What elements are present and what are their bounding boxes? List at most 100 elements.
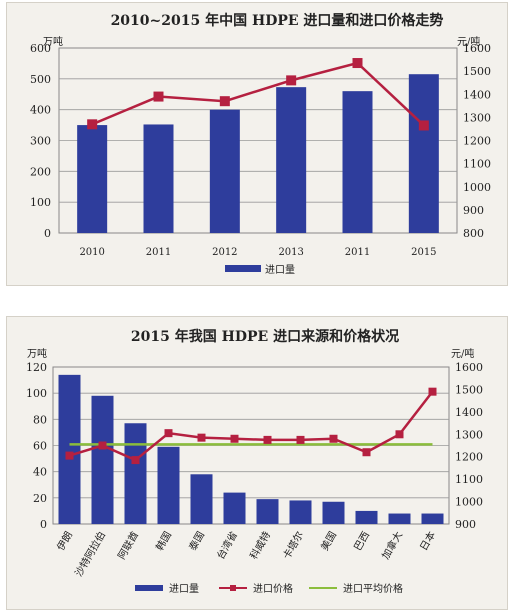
line-import-price [91,61,425,127]
y-right-tick-label: 1000 [455,496,483,509]
point-import-price [395,430,404,439]
x-tick-label: 沙特阿拉伯 [72,529,108,579]
bar-import-volume [289,500,312,524]
legend-swatch-import-volume [225,265,261,272]
bar-import-volume [322,501,345,524]
y-right-tick-label: 1400 [455,406,483,419]
bar-import-volume [276,87,307,234]
y-right-tick-label: 1500 [455,383,483,396]
y-right-tick-label: 1300 [455,428,483,441]
bar-import-volume [157,446,180,524]
y-right-tick-label: 1100 [463,158,491,171]
chart-panel-import-trend: 2010~2015 年中国 HDPE 进口量和进口价格走势 万吨 元/吨 0 10… [6,2,508,286]
y-right-tick-label: 1200 [455,451,483,464]
legend-label-import-volume: 进口量 [169,583,199,595]
point-import-price [131,456,140,465]
x-tick-label: 2010 [79,247,104,258]
point-import-price [296,435,305,444]
x-tick-label: 泰国 [186,529,207,553]
chart-import-sources: 2015 年我国 HDPE 进口来源和价格状况 万吨 元/吨 0 20 40 60 80… [26,328,483,595]
bar-import-volume [143,124,174,233]
point-import-price [197,433,206,442]
x-tick-label: 科威特 [247,529,273,561]
legend-label-import-price: 进口价格 [253,582,293,595]
y-left-tick-label: 20 [33,492,47,505]
point-import-price [230,434,239,443]
point-import-price [329,434,338,443]
y-right-tick-label: 900 [463,204,484,217]
bar-import-volume [223,492,246,524]
y-left-tick-label: 200 [30,165,51,178]
bar-import-volume [77,125,108,233]
y-right-tick-label: 1600 [463,42,491,55]
x-tick-label: 2013 [278,247,303,258]
legend-marker-import-price [230,585,236,591]
y-left-tick-label: 100 [26,387,47,400]
bar-import-volume [209,109,240,233]
y-left-tick-label: 120 [26,361,47,374]
x-tick-label: 韩国 [153,529,174,553]
chart-import-trend: 2010~2015 年中国 HDPE 进口量和进口价格走势 万吨 元/吨 0 10… [30,12,491,276]
x-tick-label: 日本 [417,529,438,553]
legend-label-avg-price: 进口平均价格 [343,582,403,595]
x-tick-label: 2012 [212,247,237,258]
y-left-tick-label: 60 [33,440,47,453]
line-import-price [69,390,434,462]
y-right-tick-label: 1300 [463,111,491,124]
bar-import-volume [190,474,213,524]
y-left-tick-label: 0 [44,227,51,240]
point-import-price [164,429,173,438]
y-right-tick-label: 800 [463,227,484,240]
y-left-tick-label: 300 [30,135,51,148]
y-right-unit: 元/吨 [451,347,474,360]
point-import-price [418,120,429,131]
legend: 进口量 进口价格 进口平均价格 [135,582,403,595]
bar-import-volume [408,74,439,233]
point-import-price [286,75,297,86]
point-import-price [352,58,363,69]
x-tick-label: 巴西 [352,530,372,553]
y-right-tick-label: 1600 [455,361,483,374]
bar-import-volume [58,374,81,524]
x-tick-label: 加拿大 [379,529,405,561]
y-right-unit: 元/吨 [457,35,480,48]
y-left-tick-label: 100 [30,196,51,209]
bar-import-volume [421,513,444,524]
y-right-tick-label: 900 [455,518,476,531]
chart-panel-import-sources: 2015 年我国 HDPE 进口来源和价格状况 万吨 元/吨 0 20 40 60 80… [6,316,508,610]
y-left-tick-label: 500 [30,73,51,86]
bar-import-volume [355,510,378,524]
point-import-price [153,91,164,102]
x-tick-label: 美国 [318,529,339,553]
point-import-price [219,96,230,107]
y-right-tick-label: 1100 [455,473,483,486]
point-import-price [65,451,74,460]
x-tick-label: 2011 [345,247,370,258]
y-left-tick-label: 40 [33,466,47,479]
legend-label-import-volume: 进口量 [265,264,295,276]
y-left-tick-label: 600 [30,42,51,55]
point-import-price [87,119,98,130]
y-right-tick-label: 1200 [463,135,491,148]
y-right-tick-label: 1400 [463,88,491,101]
x-tick-label: 卡塔尔 [280,529,306,561]
bar-import-volume [256,499,279,524]
y-left-unit: 万吨 [27,347,47,360]
y-right-tick-label: 1500 [463,65,491,78]
bar-import-volume [91,395,114,524]
x-tick-label: 伊朗 [55,530,75,553]
point-import-price [428,387,437,396]
legend-swatch-import-volume [135,585,163,591]
point-import-price [98,441,107,450]
bar-import-volume [124,423,147,524]
x-tick-label: 台湾省 [214,529,240,561]
point-import-price [263,435,272,444]
x-tick-label: 2011 [146,247,171,258]
y-left-tick-label: 0 [40,518,47,531]
x-tick-label: 2015 [411,247,436,258]
y-left-unit: 万吨 [43,35,63,48]
chart-title: 2010~2015 年中国 HDPE 进口量和进口价格走势 [111,12,444,29]
chart-title: 2015 年我国 HDPE 进口来源和价格状况 [131,328,399,345]
point-import-price [362,448,371,457]
y-right-tick-label: 1000 [463,181,491,194]
